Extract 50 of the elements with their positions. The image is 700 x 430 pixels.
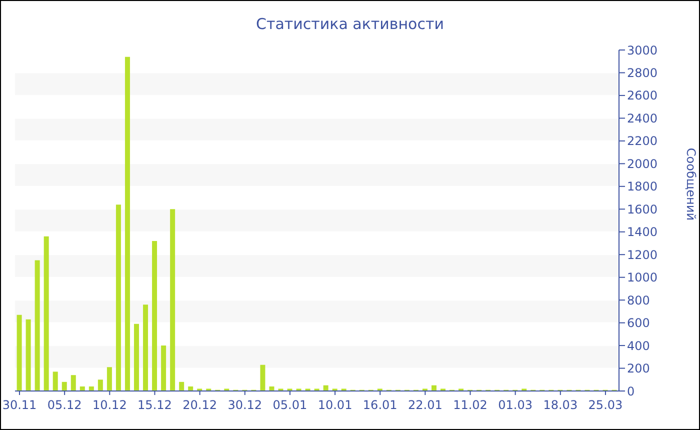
y-tick-label: 2400 xyxy=(627,111,658,126)
y-tick-label: 2600 xyxy=(627,88,658,103)
bar xyxy=(16,314,22,391)
y-tick-label: 1000 xyxy=(627,270,658,285)
bar xyxy=(260,364,266,391)
bar xyxy=(98,380,103,391)
y-tick-label: 2200 xyxy=(627,134,658,148)
x-tick-label: 10.01 xyxy=(318,398,352,412)
bar xyxy=(62,382,67,391)
x-tick-label: 25.03 xyxy=(588,398,623,412)
x-tick-label: 05.01 xyxy=(272,398,308,412)
y-tick-label: 600 xyxy=(627,316,650,330)
y-tick-label: 2800 xyxy=(627,66,658,80)
bar xyxy=(124,56,130,391)
y-tick-label: 400 xyxy=(627,338,650,353)
x-tick-label: 10.12 xyxy=(92,398,127,412)
bar xyxy=(161,346,166,391)
y-tick-label: 3000 xyxy=(627,43,658,58)
chart-title: Статистика активности xyxy=(255,15,445,33)
bar xyxy=(134,324,139,391)
bar xyxy=(26,319,31,391)
bar xyxy=(70,375,76,391)
bar xyxy=(52,372,58,391)
bar xyxy=(170,209,176,391)
bar xyxy=(106,367,112,391)
bar xyxy=(116,204,121,391)
bar xyxy=(143,304,148,391)
x-tick-label: 01.03 xyxy=(498,398,533,412)
bar xyxy=(179,382,184,391)
bar xyxy=(34,260,40,391)
bar xyxy=(44,236,49,391)
x-tick-label: 18.03 xyxy=(543,398,578,412)
x-tick-label: 11.02 xyxy=(453,398,488,412)
bar xyxy=(152,240,158,391)
y-tick-label: 1800 xyxy=(627,180,658,194)
x-tick-label: 30.11 xyxy=(2,398,37,412)
y-tick-label: 200 xyxy=(627,362,650,376)
x-tick-label: 15.12 xyxy=(138,398,172,412)
y-tick-label: 1200 xyxy=(627,248,658,262)
y-tick-label: 1600 xyxy=(627,202,658,216)
x-tick-label: 30.12 xyxy=(228,398,262,412)
x-tick-label: 20.12 xyxy=(182,398,217,412)
x-tick-label: 22.01 xyxy=(408,398,442,412)
y-tick-label: 800 xyxy=(627,293,650,308)
y-tick-label: 2000 xyxy=(627,156,658,171)
x-tick-label: 05.12 xyxy=(47,398,82,412)
y-tick-label: 0 xyxy=(627,384,635,398)
y-axis-title: Сообщений xyxy=(684,148,698,220)
y-tick-label: 1400 xyxy=(627,225,658,240)
x-tick-label: 16.01 xyxy=(362,398,398,412)
